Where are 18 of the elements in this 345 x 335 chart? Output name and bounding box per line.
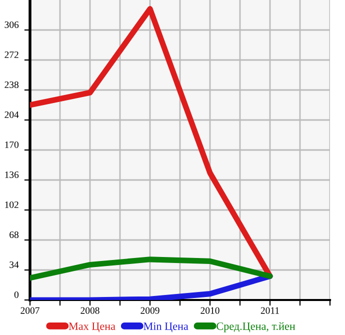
legend-label: Сред.Цена, т.йен bbox=[216, 322, 296, 332]
x-tick-label: 2009 bbox=[140, 307, 160, 314]
x-tick-label: 2011 bbox=[260, 307, 279, 314]
y-tick-label: 68 bbox=[10, 231, 19, 238]
legend-label: Max Цена bbox=[68, 322, 116, 332]
y-tick-label: 0 bbox=[14, 291, 19, 298]
y-tick-label: 102 bbox=[5, 201, 18, 208]
y-tick-label: 238 bbox=[4, 81, 19, 88]
x-tick-label: 2010 bbox=[200, 307, 220, 314]
y-tick-label: 204 bbox=[4, 111, 19, 118]
legend-label: Min Цена bbox=[144, 322, 188, 332]
y-tick-label: 306 bbox=[4, 21, 19, 28]
y-tick-label: 170 bbox=[5, 141, 19, 148]
x-tick-label: 2008 bbox=[80, 307, 100, 314]
x-tick-label: 2007 bbox=[20, 307, 40, 314]
y-tick-label: 136 bbox=[5, 171, 19, 178]
y-tick-label: 34 bbox=[10, 261, 19, 268]
y-tick-label: 272 bbox=[4, 51, 18, 58]
